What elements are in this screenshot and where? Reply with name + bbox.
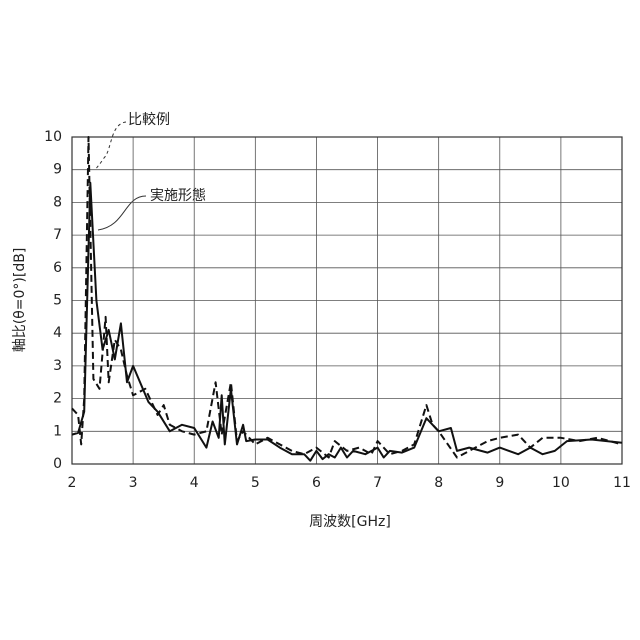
y-tick-label: 2 [53,391,62,407]
y-tick-label: 9 [53,162,62,178]
series-label: 比較例 [128,112,170,128]
x-tick-label: 2 [68,475,77,491]
x-tick-label: 3 [129,475,138,491]
y-tick-label: 7 [53,227,62,243]
y-tick-label: 10 [44,129,62,145]
x-tick-label: 4 [190,475,199,491]
x-tick-label: 10 [552,475,570,491]
y-tick-label: 0 [53,456,62,472]
x-tick-label: 7 [373,475,382,491]
x-tick-label: 6 [312,475,321,491]
x-axis-title: 周波数[GHz] [309,514,391,530]
y-tick-label: 5 [53,293,62,309]
x-tick-label: 9 [495,475,504,491]
y-axis-title: 軸比(θ=0°)[dB] [12,248,28,353]
y-tick-label: 1 [53,423,62,439]
x-tick-label: 5 [251,475,260,491]
y-tick-label: 6 [53,260,62,276]
y-tick-label: 3 [53,358,62,374]
y-tick-label: 4 [53,325,62,341]
x-tick-label: 8 [434,475,443,491]
y-tick-label: 8 [53,194,62,210]
chart: 周波数[GHz] 軸比(θ=0°)[dB] 0 1 2 3 4 5 6 7 8 9 10 2 3 4 5 6 7… [0,0,640,640]
x-tick-label: 11 [613,475,631,491]
background [0,0,640,640]
series-label: 実施形態 [150,188,206,204]
